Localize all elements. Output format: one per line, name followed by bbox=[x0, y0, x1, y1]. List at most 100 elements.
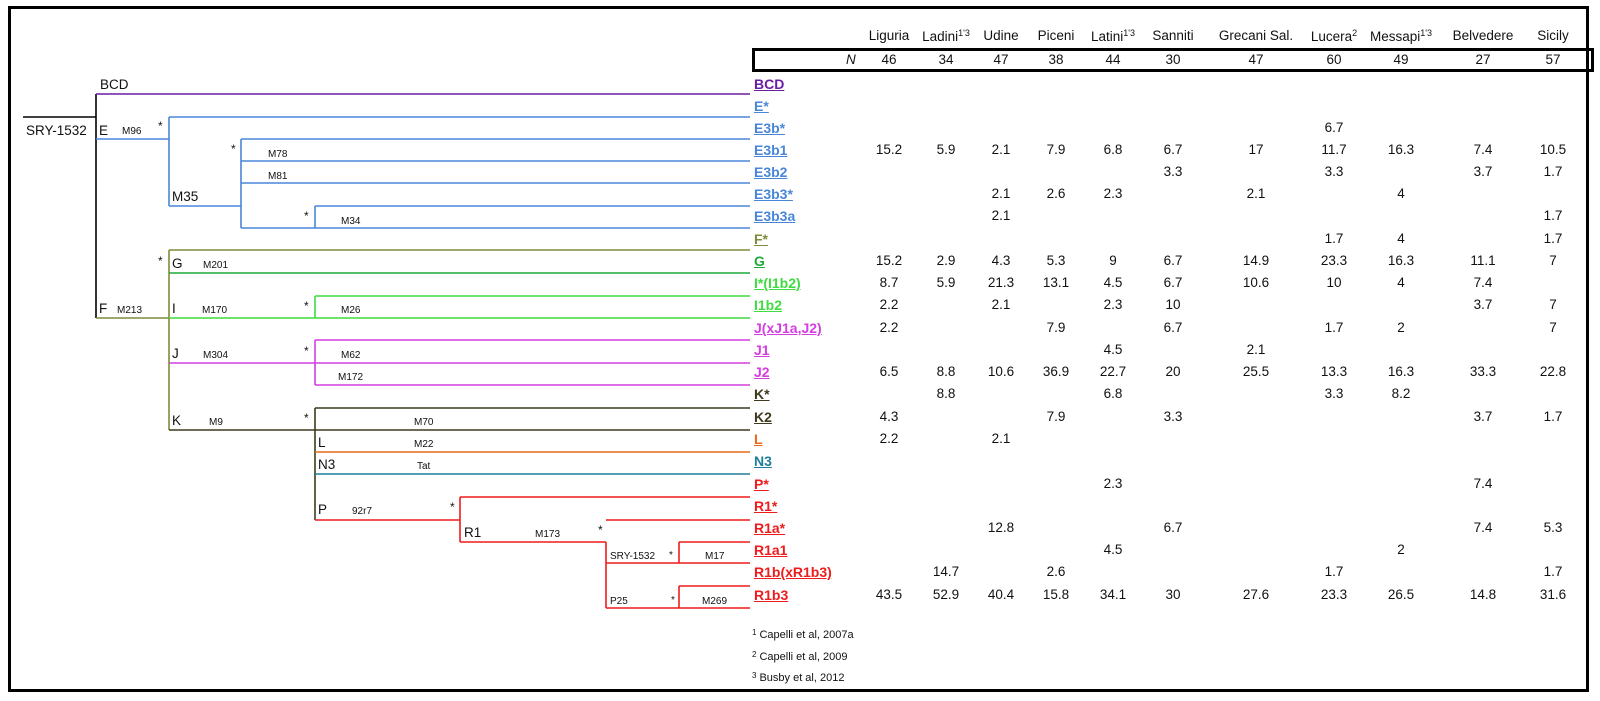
label-E: E bbox=[99, 123, 108, 138]
label-root: SRY-1532 bbox=[26, 123, 87, 138]
frequency-cell: 13.1 bbox=[1042, 275, 1070, 290]
label-BCD: BCD bbox=[100, 77, 129, 92]
column-ref-sup: 1'3 bbox=[1420, 28, 1432, 38]
column-header: Udine bbox=[951, 28, 1051, 43]
column-header: Ladini1'3 bbox=[896, 28, 996, 44]
frequency-cell: 2.1 bbox=[1246, 342, 1266, 357]
column-name: Grecani Sal. bbox=[1218, 28, 1294, 43]
frequency-cell: 2.1 bbox=[1246, 186, 1266, 201]
frequency-cell: 23.3 bbox=[1320, 253, 1348, 268]
frequency-cell: 4.5 bbox=[1103, 542, 1123, 557]
column-name: Ladini bbox=[922, 29, 959, 44]
label-M26: M26 bbox=[341, 305, 361, 316]
star: * bbox=[450, 500, 455, 514]
star: * bbox=[158, 119, 163, 133]
footnote-number: 2 bbox=[752, 650, 757, 659]
frequency-cell: 31.6 bbox=[1539, 587, 1567, 602]
frequency-cell: 25.5 bbox=[1242, 364, 1270, 379]
haplogroup-label: P* bbox=[754, 476, 769, 492]
column-name: Piceni bbox=[1037, 28, 1075, 43]
frequency-cell: 4 bbox=[1397, 275, 1405, 290]
frequency-cell: 2 bbox=[1397, 320, 1405, 335]
frequency-cell: 21.3 bbox=[987, 275, 1015, 290]
frequency-cell: 4 bbox=[1397, 186, 1405, 201]
frequency-cell: 5.3 bbox=[1543, 520, 1563, 535]
frequency-cell: 2.6 bbox=[1046, 564, 1066, 579]
haplogroup-label: I*(I1b2) bbox=[754, 275, 801, 291]
star: * bbox=[304, 209, 309, 223]
column-header: Messapi1'3 bbox=[1351, 28, 1451, 44]
footnote: 2 Capelli et al, 2009 bbox=[752, 650, 848, 663]
haplogroup-label: E3b* bbox=[754, 120, 786, 136]
frequency-cell: 6.8 bbox=[1103, 386, 1123, 401]
haplogroup-label: K2 bbox=[754, 409, 772, 425]
frequency-cell: 7 bbox=[1549, 320, 1557, 335]
label-P25: P25 bbox=[610, 596, 628, 607]
frequency-cell: 6.8 bbox=[1103, 142, 1123, 157]
frequency-cell: 9 bbox=[1109, 253, 1117, 268]
haplogroup-label: R1a1 bbox=[754, 542, 788, 558]
frequency-cell: 2.1 bbox=[991, 186, 1011, 201]
frequency-cell: 7.9 bbox=[1046, 320, 1066, 335]
frequency-cell: 13.3 bbox=[1320, 364, 1348, 379]
label-M9: M9 bbox=[209, 417, 223, 428]
star: * bbox=[598, 523, 603, 537]
label-Tat: Tat bbox=[417, 461, 431, 472]
haplogroup-label: K* bbox=[754, 386, 770, 402]
column-name: Sanniti bbox=[1152, 28, 1194, 43]
frequency-cell: 7.4 bbox=[1473, 142, 1493, 157]
label-M201: M201 bbox=[203, 260, 228, 271]
frequency-cell: 2.2 bbox=[879, 320, 899, 335]
frequency-cell: 6.7 bbox=[1163, 142, 1183, 157]
column-ref-sup: 1'3 bbox=[1123, 28, 1135, 38]
column-ref-sup: 2 bbox=[1352, 28, 1358, 38]
label-M35: M35 bbox=[172, 189, 198, 204]
star: * bbox=[158, 254, 163, 268]
frequency-cell: 1.7 bbox=[1324, 564, 1344, 579]
sample-size: 49 bbox=[1393, 52, 1409, 67]
column-header: Lucera2 bbox=[1284, 28, 1384, 44]
frequency-cell: 40.4 bbox=[987, 587, 1015, 602]
frequency-cell: 8.8 bbox=[936, 386, 956, 401]
star: * bbox=[304, 299, 309, 313]
n-label: N bbox=[846, 52, 856, 67]
label-M269: M269 bbox=[702, 596, 727, 607]
haplogroup-label: R1* bbox=[754, 498, 778, 514]
frequency-cell: 6.7 bbox=[1163, 253, 1183, 268]
label-G: G bbox=[172, 256, 183, 271]
frequency-cell: 2.1 bbox=[991, 431, 1011, 446]
frequency-cell: 7.4 bbox=[1473, 520, 1493, 535]
frequency-cell: 4.3 bbox=[879, 409, 899, 424]
label-F: F bbox=[99, 301, 107, 316]
column-header: Grecani Sal. bbox=[1206, 28, 1306, 43]
frequency-cell: 10.6 bbox=[1242, 275, 1270, 290]
clade-I bbox=[169, 295, 750, 319]
column-ref-sup: 1'3 bbox=[958, 28, 970, 38]
frequency-cell: 6.7 bbox=[1163, 275, 1183, 290]
frequency-cell: 1.7 bbox=[1324, 231, 1344, 246]
frequency-cell: 2.1 bbox=[991, 208, 1011, 223]
label-M78: M78 bbox=[268, 149, 288, 160]
frequency-cell: 2.2 bbox=[879, 431, 899, 446]
frequency-cell: 15.2 bbox=[875, 142, 903, 157]
label-M170: M170 bbox=[202, 305, 227, 316]
frequency-cell: 43.5 bbox=[875, 587, 903, 602]
frequency-cell: 14.7 bbox=[932, 564, 960, 579]
frequency-cell: 2 bbox=[1397, 542, 1405, 557]
footnote-number: 1 bbox=[752, 628, 757, 637]
label-M304: M304 bbox=[203, 350, 228, 361]
label-M173: M173 bbox=[535, 529, 560, 540]
label-P: P bbox=[318, 502, 327, 517]
frequency-cell: 16.3 bbox=[1387, 142, 1415, 157]
label-92r7: 92r7 bbox=[352, 506, 372, 517]
column-name: Liguria bbox=[868, 28, 910, 43]
frequency-cell: 3.3 bbox=[1324, 386, 1344, 401]
star: * bbox=[669, 550, 673, 561]
frequency-cell: 12.8 bbox=[987, 520, 1015, 535]
frequency-cell: 26.5 bbox=[1387, 587, 1415, 602]
haplogroup-label: E3b2 bbox=[754, 164, 788, 180]
haplogroup-label: J2 bbox=[754, 364, 770, 380]
frequency-cell: 1.7 bbox=[1543, 208, 1563, 223]
haplogroup-label: R1a* bbox=[754, 520, 786, 536]
haplogroup-label: E3b1 bbox=[754, 142, 788, 158]
